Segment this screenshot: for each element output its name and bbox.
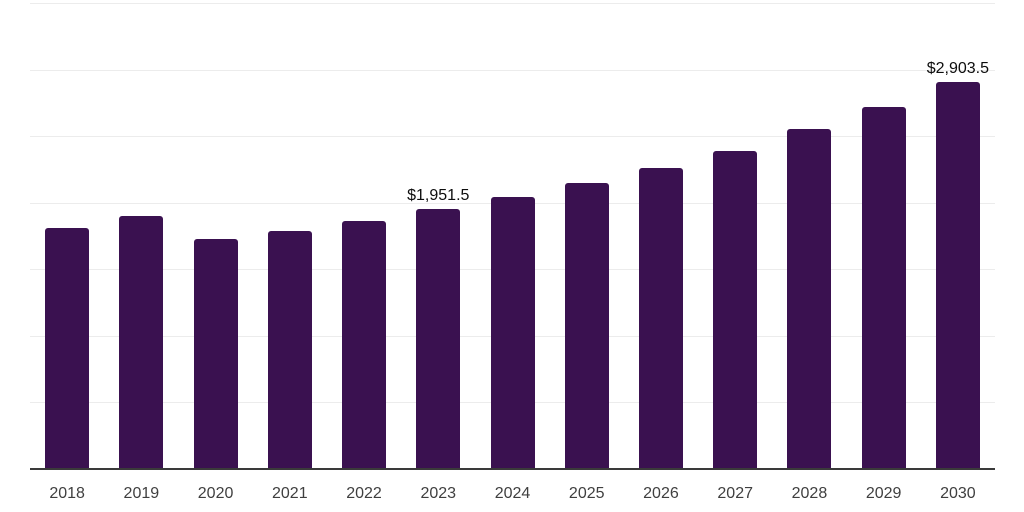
x-axis-tick-label: 2028 bbox=[791, 485, 828, 502]
x-axis-tick-label: 2020 bbox=[197, 485, 234, 502]
x-axis-tick-label: 2025 bbox=[568, 485, 605, 502]
gridline bbox=[30, 69, 995, 71]
bar[interactable] bbox=[342, 221, 387, 469]
x-axis-tick-label: 2027 bbox=[717, 485, 753, 502]
bar[interactable] bbox=[416, 209, 461, 469]
x-axis-tick-label: 2018 bbox=[49, 485, 85, 502]
x-axis-tick-label: 2026 bbox=[643, 485, 679, 502]
bar[interactable] bbox=[45, 228, 90, 469]
x-axis-tick-label: 2021 bbox=[272, 485, 308, 502]
bar[interactable] bbox=[935, 82, 980, 469]
x-axis-tick-label: 2019 bbox=[123, 485, 160, 502]
bar-value-label: $1,951.5 bbox=[407, 187, 470, 205]
gridline bbox=[30, 136, 995, 138]
bar[interactable] bbox=[638, 168, 683, 469]
x-axis-tick-label: 2023 bbox=[420, 485, 457, 502]
x-axis-tick-label: 2024 bbox=[494, 485, 531, 502]
bar[interactable] bbox=[564, 183, 609, 469]
x-axis-line bbox=[30, 468, 995, 470]
bar-value-label: $2,903.5 bbox=[926, 60, 990, 78]
gridline bbox=[30, 3, 995, 4]
bar[interactable] bbox=[490, 197, 535, 469]
bar[interactable] bbox=[861, 106, 906, 469]
bar[interactable] bbox=[119, 216, 164, 469]
bar[interactable] bbox=[713, 150, 758, 469]
bar[interactable] bbox=[787, 129, 832, 469]
bar[interactable] bbox=[267, 230, 312, 469]
x-axis-tick-label: 2022 bbox=[346, 485, 382, 502]
bar[interactable] bbox=[193, 239, 238, 469]
x-axis-tick-label: 2029 bbox=[865, 485, 902, 502]
x-axis-tick-label: 2030 bbox=[940, 485, 976, 502]
